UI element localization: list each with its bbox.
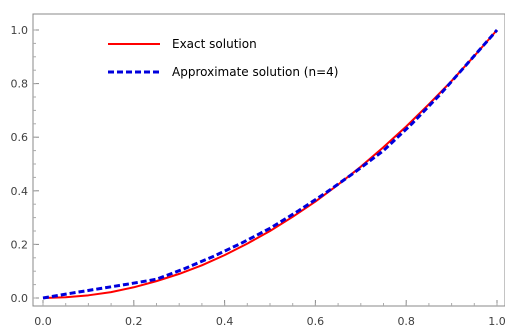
approximate-solution-line — [42, 29, 499, 300]
series-layer — [42, 29, 499, 300]
x-tick-label: 0.8 — [397, 315, 415, 328]
x-tick-label: 1.0 — [488, 315, 505, 328]
y-tick-label: 0.6 — [11, 131, 29, 144]
y-tick-label: 0.0 — [11, 292, 29, 305]
plot-frame — [32, 13, 505, 307]
axes: 0.0 0.2 0.4 0.6 0.8 1.0 0.0 0.2 0.4 0.6 0.8 1.0 — [11, 13, 505, 328]
y-tick-label: 0.8 — [11, 78, 29, 91]
x-tick-label: 0.0 — [34, 315, 52, 328]
y-tick-label: 0.2 — [11, 238, 29, 251]
legend-label-approx: Approximate solution (n=4) — [172, 65, 338, 79]
x-tick-label: 0.4 — [216, 315, 234, 328]
legend: Exact solution Approximate solution (n=4… — [108, 37, 338, 79]
exact-solution-line — [42, 29, 498, 299]
y-tick-label: 0.4 — [11, 185, 29, 198]
x-tick-label: 0.2 — [125, 315, 143, 328]
legend-label-exact: Exact solution — [172, 37, 257, 51]
y-tick-label: 1.0 — [11, 24, 29, 37]
x-tick-label: 0.6 — [307, 315, 325, 328]
